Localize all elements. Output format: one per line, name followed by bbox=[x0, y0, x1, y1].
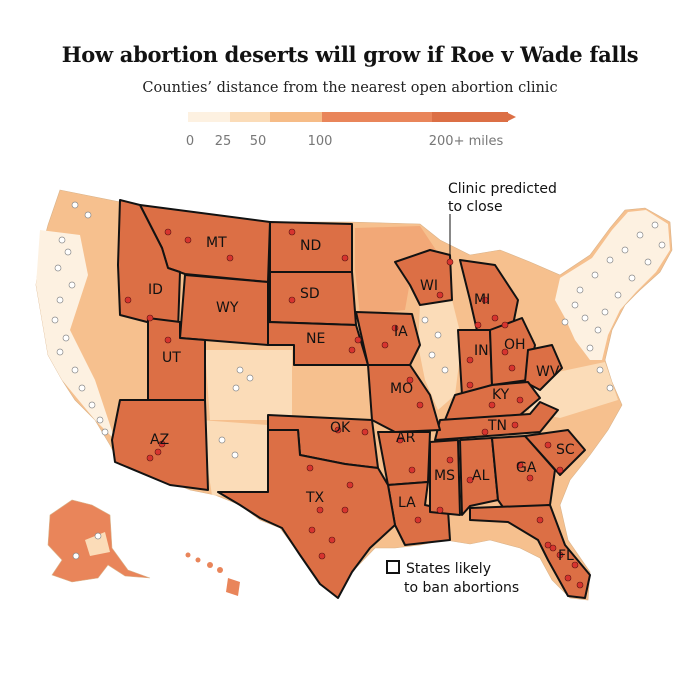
legend-tick-50: 50 bbox=[249, 134, 267, 149]
legend-band-200plus bbox=[432, 112, 508, 122]
illinois-near-zone bbox=[418, 300, 462, 410]
minnesota-near-zone bbox=[355, 226, 436, 315]
state-ia bbox=[355, 311, 421, 366]
state-sc bbox=[524, 429, 586, 476]
legend-tick-25: 25 bbox=[214, 134, 232, 149]
map-title: How abortion deserts will grow if Roe v … bbox=[61, 42, 639, 67]
northeast-near-zone bbox=[555, 210, 670, 360]
hawaii bbox=[185, 552, 240, 596]
label-wi: WI bbox=[420, 278, 438, 294]
label-wv: WV bbox=[536, 364, 560, 380]
state-labels: ID MT ND SD WY NE UT AZ IA WI MI IN OH M… bbox=[148, 235, 575, 564]
state-fl bbox=[469, 504, 591, 599]
label-ky: KY bbox=[492, 387, 510, 403]
state-id bbox=[117, 199, 181, 331]
state-la bbox=[387, 481, 451, 546]
label-ut: UT bbox=[162, 350, 181, 366]
legend-band-50-100 bbox=[270, 112, 322, 122]
state-tn bbox=[434, 401, 559, 441]
label-al: AL bbox=[472, 468, 490, 484]
state-in bbox=[457, 329, 493, 396]
ban-states bbox=[111, 199, 591, 599]
outline-box-icon bbox=[386, 560, 400, 574]
legend-arrow-icon bbox=[506, 112, 516, 122]
label-mt: MT bbox=[206, 235, 227, 251]
label-in: IN bbox=[474, 343, 489, 359]
state-ne bbox=[267, 321, 369, 366]
legend-tick-200: 200+ miles bbox=[428, 134, 504, 149]
label-nd: ND bbox=[300, 238, 321, 254]
label-sd: SD bbox=[300, 286, 320, 302]
west-coast-near-zone bbox=[36, 230, 115, 440]
key-line2: to ban abortions bbox=[404, 580, 520, 596]
state-wi bbox=[394, 249, 453, 306]
label-ga: GA bbox=[516, 460, 537, 476]
label-tn: TN bbox=[487, 418, 507, 434]
label-id: ID bbox=[148, 282, 163, 298]
alaska-near-zone bbox=[85, 532, 110, 556]
label-ms: MS bbox=[434, 468, 455, 484]
ban-states-key: States likely to ban abortions bbox=[386, 560, 519, 598]
legend-band-0-25 bbox=[188, 112, 230, 122]
label-ok: OK bbox=[330, 420, 351, 436]
label-fl: FL bbox=[558, 548, 574, 564]
label-la: LA bbox=[398, 495, 416, 511]
label-sc: SC bbox=[556, 442, 575, 458]
label-wy: WY bbox=[216, 300, 239, 316]
open-clinic-markers bbox=[51, 201, 666, 560]
legend-band-25-50 bbox=[230, 112, 270, 122]
state-tx bbox=[217, 429, 396, 599]
clinic-close-line2: to close bbox=[448, 199, 503, 215]
state-al bbox=[459, 437, 499, 516]
label-tx: TX bbox=[305, 490, 325, 506]
key-line1: States likely bbox=[406, 561, 491, 577]
label-ne: NE bbox=[306, 331, 325, 347]
label-oh: OH bbox=[504, 337, 526, 353]
closing-clinic-markers bbox=[124, 228, 584, 589]
legend-band-100-200 bbox=[322, 112, 432, 122]
newmexico-near-zone bbox=[200, 420, 268, 500]
map-subtitle: Counties’ distance from the nearest open… bbox=[142, 80, 558, 96]
label-az: AZ bbox=[150, 432, 169, 448]
legend-tick-0: 0 bbox=[185, 134, 195, 149]
distance-legend: 0 25 50 100 200+ miles bbox=[185, 112, 518, 152]
label-ar: AR bbox=[396, 430, 416, 446]
colorado-near-zone bbox=[205, 350, 292, 420]
label-ia: IA bbox=[394, 324, 408, 340]
clinic-close-line1: Clinic predicted bbox=[448, 181, 557, 197]
clinic-close-annotation: Clinic predicted to close bbox=[448, 180, 557, 216]
label-mo: MO bbox=[390, 381, 413, 397]
state-wv bbox=[524, 344, 563, 391]
label-mi: MI bbox=[474, 292, 490, 308]
legend-tick-100: 100 bbox=[307, 134, 333, 149]
